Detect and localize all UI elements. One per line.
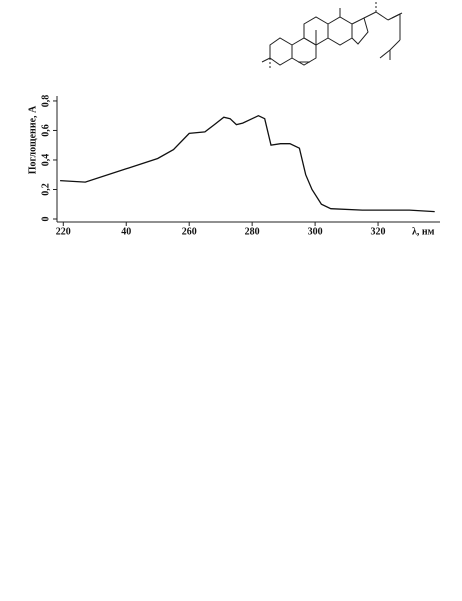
y-tick-label: 0,6: [40, 124, 51, 137]
y-tick-label: 0: [40, 217, 51, 222]
y-tick-label: 0,4: [40, 154, 51, 167]
spectrum-line: [60, 114, 435, 213]
x-tick-label: 280: [245, 226, 260, 237]
x-tick-label: 320: [371, 226, 386, 237]
molecule-structure: [261, 2, 403, 68]
x-tick-label: 40: [121, 226, 131, 237]
y-axis-label: Поглощение, А: [27, 105, 38, 174]
x-tick-label: 220: [56, 226, 71, 237]
x-tick-label: 300: [308, 226, 323, 237]
y-tick-label: 0,8: [40, 95, 51, 108]
x-axis-label: λ, нм: [412, 226, 435, 237]
x-tick-label: 260: [182, 226, 197, 237]
y-tick-label: 0,2: [40, 183, 51, 196]
